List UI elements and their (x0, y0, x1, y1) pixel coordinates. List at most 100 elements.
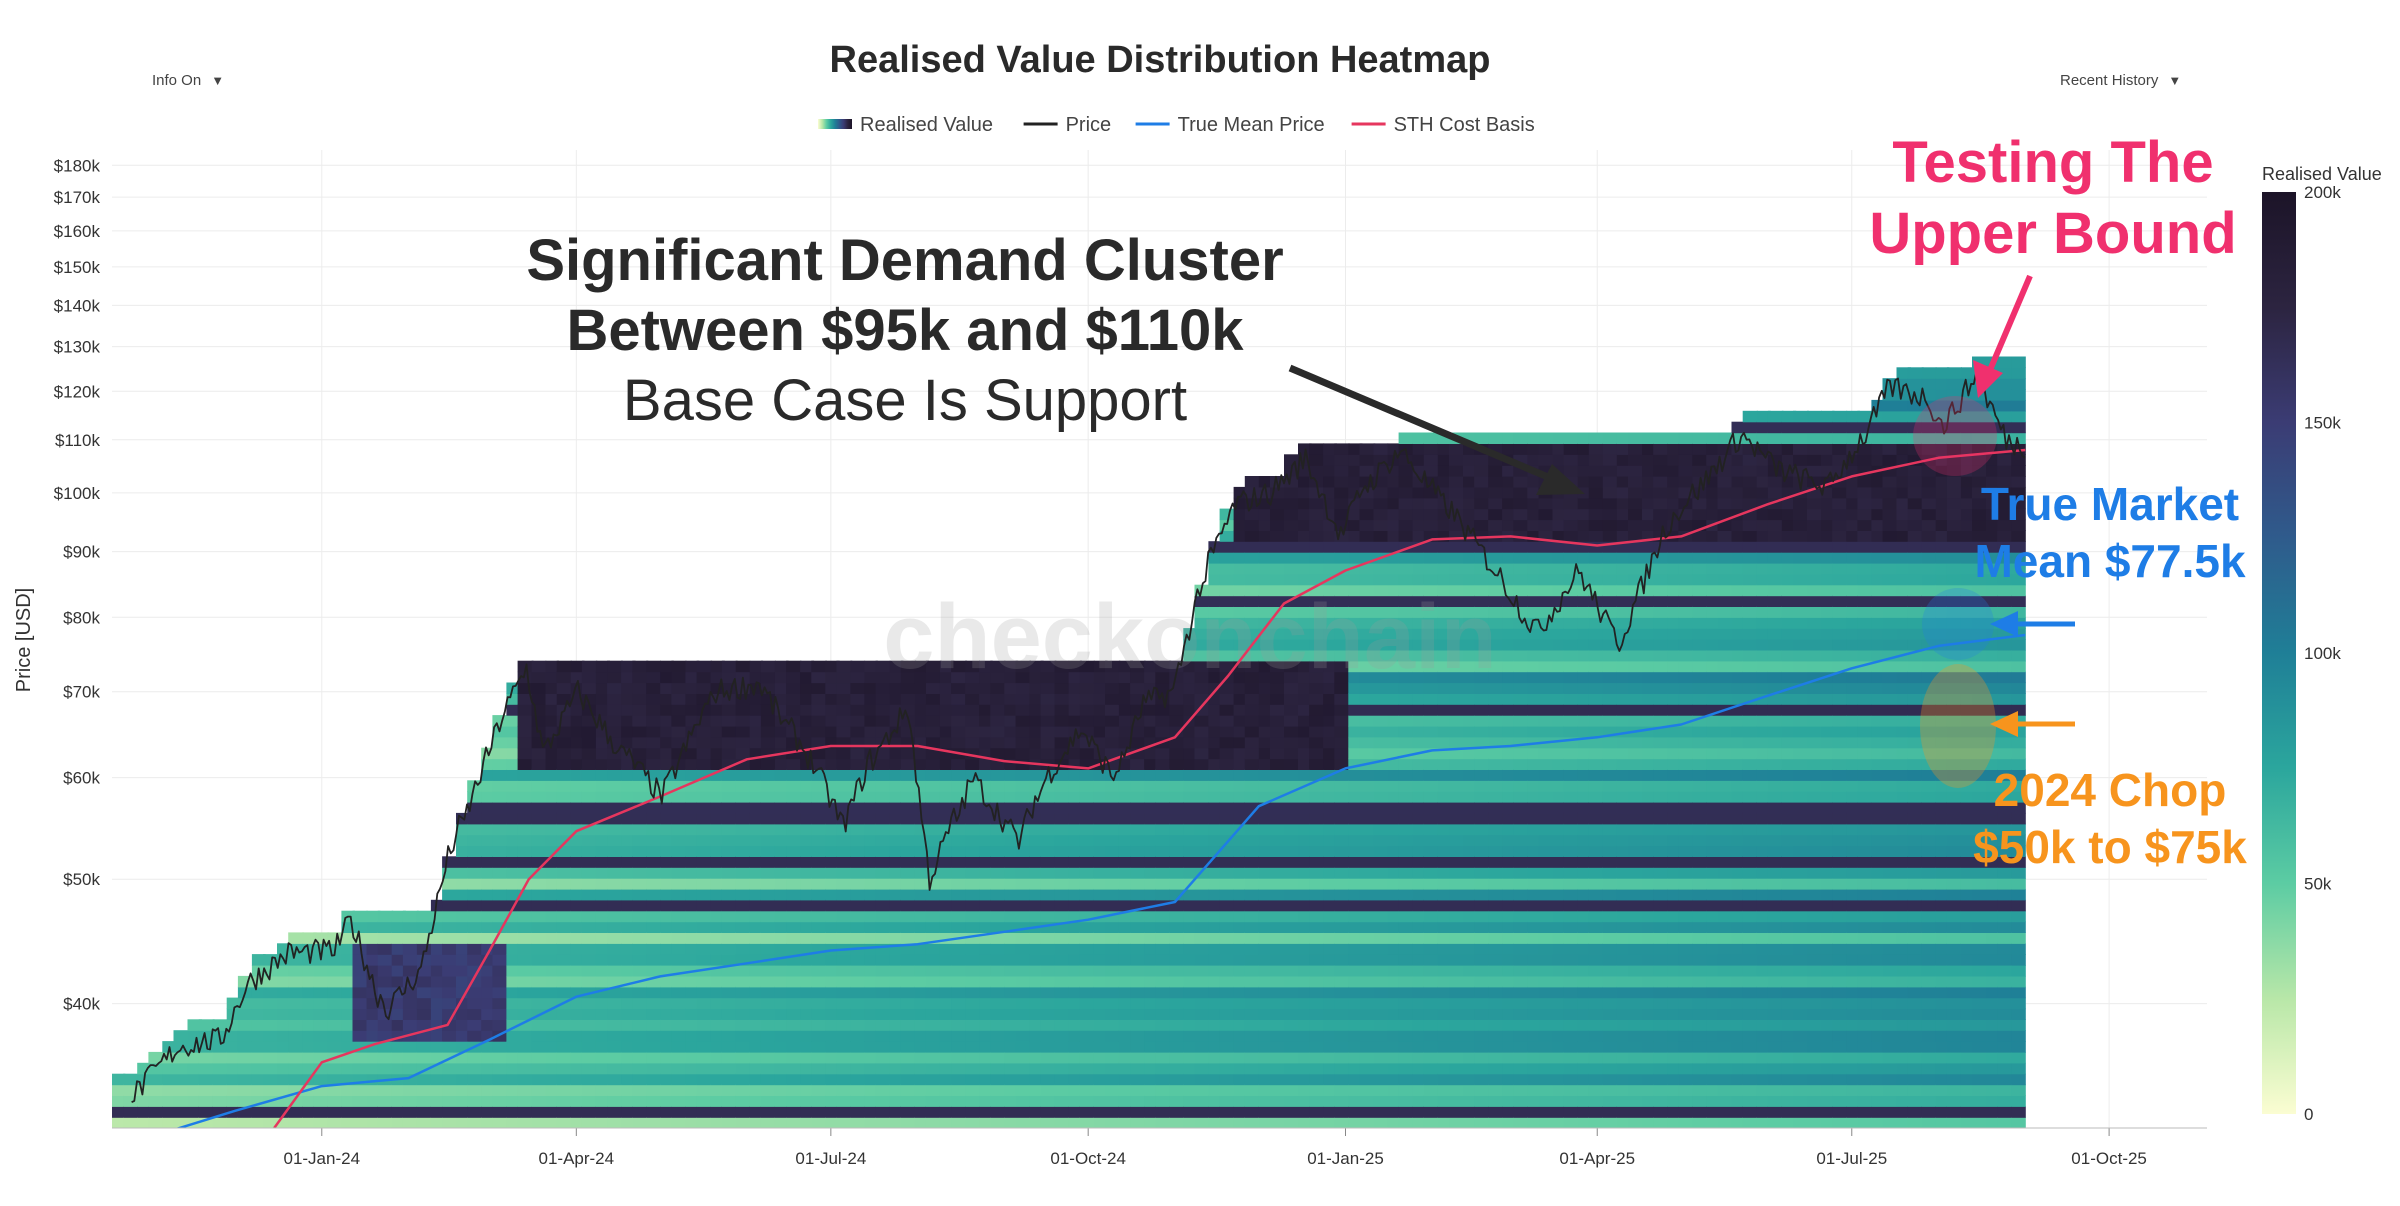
heatmap-cell (1309, 595, 1325, 607)
heatmap-cell (556, 834, 572, 847)
heatmap-cell (900, 1019, 917, 1031)
heatmap-cell (1118, 1051, 1133, 1064)
heatmap-cell (1244, 573, 1261, 586)
heatmap-cell (1463, 1095, 1478, 1107)
heatmap-cell (1359, 823, 1376, 836)
heatmap-cell (1463, 1019, 1478, 1031)
heatmap-cell (1208, 649, 1223, 662)
heatmap-cell (212, 1051, 228, 1064)
heatmap-cell (251, 1019, 266, 1031)
heatmap-cell (1437, 693, 1452, 705)
heatmap-cell (1373, 845, 1389, 857)
heatmap-cell (1118, 888, 1133, 901)
range-select-dropdown[interactable]: Recent History ▼ (2050, 66, 2192, 95)
heatmap-cell (1208, 584, 1223, 597)
heatmap-cell (1155, 1019, 1172, 1031)
heatmap-cell (685, 660, 700, 673)
heatmap-cell (965, 747, 980, 760)
heatmap-cell (1387, 552, 1401, 564)
heatmap-cell (671, 986, 687, 999)
heatmap-cell (1513, 856, 1529, 868)
heatmap-cell (696, 954, 713, 966)
heatmap-cell (696, 1106, 713, 1118)
heatmap-cell (1284, 932, 1299, 944)
heatmap-cell (1373, 671, 1389, 684)
heatmap-cell (1563, 715, 1580, 727)
heatmap-cell (1093, 715, 1108, 727)
heatmap-cell (251, 1106, 266, 1118)
heatmap-cell (660, 660, 674, 673)
heatmap-cell (696, 921, 713, 933)
heatmap-cell (1398, 671, 1414, 684)
heatmap-cell (1359, 443, 1376, 455)
heatmap-cell (1513, 910, 1529, 923)
heatmap-cell (836, 1095, 853, 1107)
heatmap-cell (1513, 1117, 1529, 1128)
heatmap-cell (1334, 888, 1350, 901)
heatmap-cell (430, 910, 445, 923)
heatmap-cell (442, 910, 457, 923)
heatmap-cell (900, 791, 917, 803)
heatmap-cell (456, 986, 470, 999)
heatmap-cell (800, 780, 815, 792)
heatmap-cell (1552, 888, 1567, 901)
heatmap-cell (1144, 682, 1159, 694)
heatmap-cell (1298, 791, 1312, 803)
heatmap-cell (1244, 693, 1261, 705)
heatmap-cell (721, 1051, 738, 1064)
heatmap-cell (685, 704, 700, 716)
heatmap-cell (1488, 1019, 1503, 1031)
heatmap-cell (1348, 1095, 1363, 1107)
heatmap-cell (607, 867, 623, 879)
heatmap-cell (1588, 1019, 1605, 1031)
heatmap-cell (811, 682, 827, 694)
heatmap-cell (1219, 584, 1235, 597)
heatmap-cell (965, 1051, 980, 1064)
heatmap-cell (1538, 628, 1554, 640)
heatmap-cell (1093, 1117, 1108, 1128)
heatmap-cell (352, 1019, 368, 1031)
heatmap-cell (1538, 921, 1554, 933)
heatmap-cell (900, 867, 917, 879)
heatmap-cell (1093, 921, 1108, 933)
heatmap-cell (1298, 954, 1312, 966)
heatmap-cell (1449, 1030, 1465, 1042)
heatmap-cell (685, 1008, 700, 1020)
heatmap-cell (237, 1095, 253, 1107)
heatmap-cell (1387, 802, 1401, 814)
heatmap-cell (1423, 497, 1440, 510)
heatmap-cell (696, 802, 713, 814)
heatmap-cell (990, 878, 1006, 890)
heatmap-cell (1488, 573, 1503, 586)
heatmap-cell (1538, 573, 1554, 586)
heatmap-cell (1233, 704, 1248, 716)
heatmap-cell (800, 954, 815, 966)
heatmap-cell (456, 845, 470, 857)
heatmap-cell (1348, 628, 1363, 640)
heatmap-cell (1169, 812, 1184, 825)
heatmap-cell (836, 671, 853, 684)
heatmap-cell (1208, 1062, 1223, 1075)
heatmap-cell (531, 986, 547, 999)
heatmap-cell (1552, 823, 1567, 836)
heatmap-cell (1105, 1117, 1121, 1128)
heatmap-cell (1563, 639, 1580, 651)
heatmap-cell (1118, 867, 1133, 879)
info-toggle-dropdown[interactable]: Info On ▼ (142, 66, 235, 95)
heatmap-cell (1602, 1073, 1618, 1086)
heatmap-cell (850, 1073, 866, 1086)
heatmap-cell (1093, 1051, 1108, 1064)
heatmap-cell (1412, 432, 1427, 444)
heatmap-cell (632, 965, 649, 977)
heatmap-cell (1004, 888, 1019, 901)
heatmap-cell (875, 1051, 891, 1064)
heatmap-cell (735, 1095, 751, 1107)
heatmap-cell (366, 1073, 381, 1086)
heatmap-cell (481, 1106, 496, 1118)
heatmap-cell (1513, 584, 1529, 597)
heatmap-cell (1334, 736, 1350, 749)
heatmap-cell (1219, 1117, 1235, 1128)
heatmap-cell (467, 1084, 483, 1096)
heatmap-cell (456, 867, 470, 879)
heatmap-cell (696, 671, 713, 684)
